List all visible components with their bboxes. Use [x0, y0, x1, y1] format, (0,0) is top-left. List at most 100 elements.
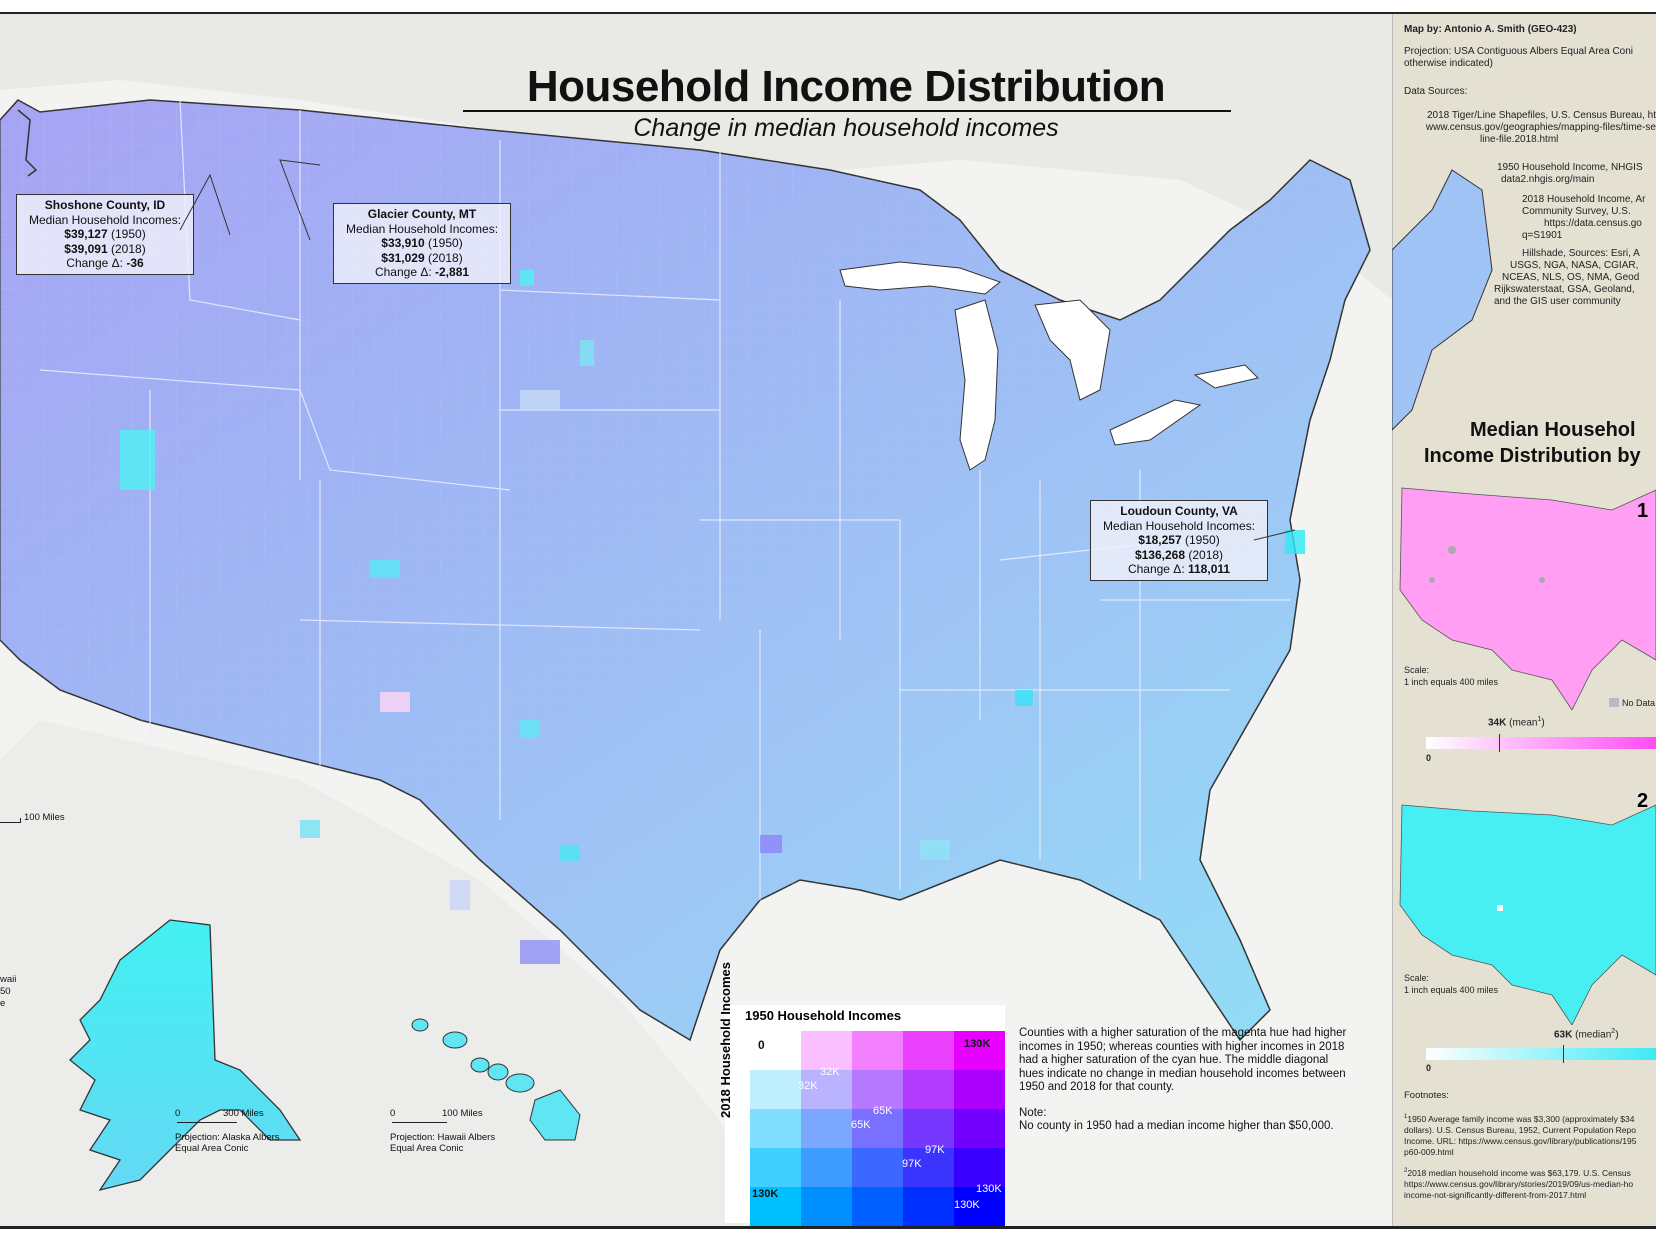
inset-2018-scale: Scale: 1 inch equals 400 miles: [1404, 973, 1499, 995]
legend-cell: [954, 1187, 1005, 1226]
callout-county: Glacier County, MT: [367, 207, 477, 221]
legend-diag-32k-a: 32K: [820, 1066, 840, 1078]
main-scalebar: 100 Miles: [0, 812, 110, 830]
basemap: [0, 14, 1392, 1226]
legend-diag-130k-b: 130K: [954, 1199, 980, 1211]
callout-change: -36: [126, 256, 144, 270]
callout-county: Loudoun County, VA: [1120, 504, 1238, 518]
lake-michigan: [954, 299, 999, 471]
legend-label-bottom-left: 130K: [752, 1188, 779, 1200]
footnote-1: 11950 Average family income was $3,300 (…: [1404, 1113, 1637, 1157]
callout-label: Median Household Incomes:: [28, 212, 182, 227]
legend-cell: [852, 1070, 903, 1109]
lake-ontario: [1193, 364, 1259, 389]
distribution-title-line2: Income Distribution by: [1424, 445, 1641, 467]
legend-note: No county in 1950 had a median income hi…: [1019, 1120, 1334, 1132]
legend-cell: [903, 1031, 954, 1070]
legend-cell: [954, 1031, 1005, 1070]
bar2-label: 63K (median2): [1554, 1028, 1619, 1041]
legend-cell: [954, 1109, 1005, 1148]
legend-cell: [801, 1031, 852, 1070]
hawaii-inset: [411, 1018, 581, 1141]
hawaii-projection: Projection: Hawaii Albers Equal Area Con…: [390, 1132, 496, 1154]
callout-value-2018: $31,029: [381, 250, 425, 265]
footnotes-title: Footnotes:: [1404, 1090, 1449, 1101]
map-title: Household Income Distribution: [526, 62, 1166, 111]
bar2-zero: 0: [1426, 1063, 1432, 1073]
data-sources-label: Data Sources:: [1404, 86, 1468, 97]
legend-label-top-right: 130K: [964, 1038, 991, 1050]
legend-cell: [852, 1109, 903, 1148]
lake-huron: [1034, 299, 1111, 401]
inset-map-1950: [1399, 487, 1656, 710]
callout-value-1950: $18,257: [1138, 533, 1182, 547]
legend-cell: [801, 1148, 852, 1187]
footnote-2: 22018 median household income was $63,17…: [1404, 1167, 1634, 1200]
hawaii-partial-labels: waii 50 e: [0, 974, 17, 1009]
legend-cell: [801, 1070, 852, 1109]
legend-cell: [750, 1070, 801, 1109]
bar1-marker: [1499, 734, 1500, 752]
lake-superior: [839, 261, 1002, 295]
legend-cell: [954, 1070, 1005, 1109]
legend-cell: [852, 1031, 903, 1070]
source-tiger: 2018 Tiger/Line Shapefiles, U.S. Census …: [1425, 110, 1656, 145]
legend-cell: [801, 1109, 852, 1148]
legend-diag-130k-a: 130K: [976, 1183, 1002, 1195]
bar2-marker: [1563, 1045, 1564, 1063]
legend-cell: [903, 1109, 954, 1148]
callout-label: Median Household Incomes:: [345, 221, 499, 236]
legend-diag-97k-a: 97K: [925, 1144, 945, 1156]
bar1-gradient: [1426, 737, 1656, 749]
bar1-zero: 0: [1426, 753, 1432, 763]
legend-description: Counties with a higher saturation of the…: [1019, 1027, 1347, 1093]
legend-cell: [852, 1148, 903, 1187]
title-underline: [463, 110, 1231, 112]
legend-diag-65k-b: 65K: [851, 1119, 871, 1131]
callout-leaders: [179, 159, 1296, 541]
callout-value-1950: $33,910: [381, 236, 425, 250]
legend-cell: [750, 1031, 801, 1070]
legend-cell: [852, 1187, 903, 1226]
legend-diag-97k-b: 97K: [902, 1158, 922, 1170]
callout-shoshone: Shoshone County, ID Median Household Inc…: [16, 194, 194, 275]
legend-cell: [903, 1148, 954, 1187]
inset-1950-mark: 1: [1637, 500, 1649, 522]
callout-label: Median Household Incomes:: [1102, 518, 1256, 533]
county-highlights: [120, 270, 1305, 964]
legend-note-title: Note:: [1019, 1106, 1047, 1119]
legend-explanation: Counties with a higher saturation of the…: [1019, 1027, 1349, 1134]
callout-change: -2,881: [435, 265, 470, 279]
sidebar-map-strip: [1392, 169, 1493, 431]
source-hillshade: Hillshade, Sources: Esri, A USGS, NGA, N…: [1494, 248, 1640, 307]
alaska-scalebar: 0 300 Miles: [175, 1108, 295, 1128]
legend-cell: [750, 1109, 801, 1148]
alaska-projection: Projection: Alaska Albers Equal Area Con…: [175, 1132, 280, 1154]
distribution-title-line1: Median Househol: [1470, 419, 1636, 441]
callout-value-2018: $136,268: [1134, 547, 1186, 562]
callout-county: Shoshone County, ID: [44, 198, 166, 212]
legend-diag-65k-a: 65K: [873, 1105, 893, 1117]
legend-x-title: 1950 Household Incomes: [745, 1008, 902, 1023]
callout-glacier: Glacier County, MT Median Household Inco…: [333, 203, 511, 284]
legend-cell: [750, 1148, 801, 1187]
legend-cell: [903, 1070, 954, 1109]
legend-cell: [750, 1187, 801, 1226]
lake-erie: [1109, 399, 1202, 446]
callout-change: 118,011: [1188, 562, 1231, 576]
source-acs: 2018 Household Income, Ar Community Surv…: [1522, 194, 1646, 241]
inset-map-2018: [1399, 804, 1656, 1025]
legend-cell: [954, 1148, 1005, 1187]
callout-value-2018: $39,091: [64, 241, 108, 256]
source-nhgis: 1950 Household Income, NHGIS data2.nhgis…: [1497, 162, 1643, 185]
alaska-inset: [69, 919, 302, 1192]
legend-grid: [750, 1031, 1006, 1242]
projection-note: Projection: USA Contiguous Albers Equal …: [1404, 46, 1634, 69]
map-subtitle: Change in median household incomes: [633, 114, 1059, 142]
bottom-border: [0, 1226, 1656, 1229]
callout-value-1950: $39,127: [64, 227, 108, 241]
legend-cell: [903, 1187, 954, 1226]
bar1-label: 34K (mean1): [1488, 716, 1545, 729]
no-data-label: No Data: [1622, 698, 1656, 708]
